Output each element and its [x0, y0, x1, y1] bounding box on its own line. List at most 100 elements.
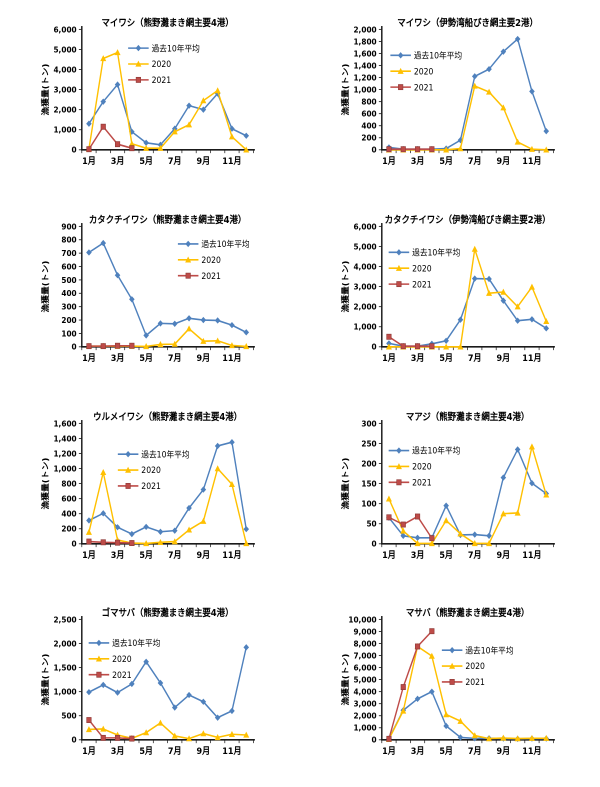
diamond-marker: [471, 275, 478, 282]
square-marker: [100, 538, 106, 545]
series-line: [388, 38, 547, 150]
diamond-marker: [214, 317, 221, 324]
chart-canvas-5: 0 50 100 150 200 250 300 漁獲量(トン) 1月 3月 5月 7月 9月 11月 マア…: [341, 410, 555, 561]
chart-canvas-7: 0 1,000 2,000 3,000 4,000 5,000 6,000 7,000 8,00…: [341, 607, 555, 758]
x-tick-label: 11月: [222, 746, 241, 758]
y-tick-label: 2,000: [353, 25, 377, 35]
triangle-marker: [243, 539, 250, 546]
y-tick-label: 5,000: [353, 675, 377, 685]
y-tick-label: 200: [61, 315, 77, 325]
triangle-marker: [457, 343, 464, 350]
series-2021: [386, 146, 435, 153]
diamond-marker: [86, 120, 92, 127]
square-marker: [129, 735, 135, 742]
triangle-marker: [214, 87, 221, 94]
x-tick-label: 9月: [197, 156, 211, 168]
series-2020: [385, 245, 550, 350]
triangle-marker: [528, 145, 535, 152]
triangle-marker: [171, 732, 178, 739]
triangle-marker: [186, 735, 193, 742]
diamond-marker: [100, 509, 107, 517]
y-tick-label: 0: [72, 145, 78, 155]
triangle-marker: [449, 662, 456, 669]
chart-canvas-0: 0 1,000 2,000 3,000 4,000 5,000 6,000 漁獲量(トン) 1月…: [41, 16, 255, 168]
legend-label: 過去10年平均: [414, 50, 462, 61]
x-tick-label: 5月: [139, 352, 153, 364]
square-marker: [135, 76, 141, 83]
series-line: [388, 630, 433, 740]
series-過去10年平均: [386, 445, 550, 541]
square-marker: [114, 342, 121, 349]
legend-label: 2021: [112, 670, 132, 681]
x-tick-label: 1月: [82, 156, 96, 168]
legend: 過去10年平均 2020 2021: [128, 43, 200, 85]
diamond-marker: [114, 523, 121, 530]
y-tick-label: 0: [72, 342, 78, 352]
legend-label: 2020: [414, 66, 434, 77]
y-tick-label: 7,000: [353, 651, 377, 661]
y-axis: 0 500 1,000 1,500 2,000 2,500: [53, 615, 83, 745]
diamond-marker: [186, 504, 192, 511]
series-2020: [385, 442, 550, 546]
legend-label: 2021: [152, 75, 172, 86]
triangle-marker: [200, 337, 207, 344]
x-tick-label: 5月: [439, 746, 453, 758]
legend-label: 2020: [141, 464, 161, 475]
triangle-marker: [228, 480, 235, 487]
series-2020: [85, 464, 250, 546]
square-marker: [86, 146, 92, 153]
x-axis: 1月 3月 5月 7月 9月 11月: [81, 148, 255, 168]
legend-label: 2020: [201, 254, 221, 265]
triangle-marker: [428, 539, 435, 546]
y-tick-label: 1,000: [53, 464, 77, 474]
series-line: [88, 440, 247, 535]
triangle-marker: [157, 538, 164, 545]
square-marker: [429, 343, 435, 349]
series-line: [388, 445, 547, 544]
y-axis: 0 100 200 300 400 500 600 700 800 900: [61, 222, 83, 352]
y-tick-label: 3,000: [353, 282, 377, 292]
diamond-marker: [171, 320, 178, 327]
triangle-marker: [100, 55, 107, 62]
triangle-marker: [500, 104, 507, 111]
diamond-marker: [129, 530, 135, 537]
legend: 過去10年平均 2020 2021: [388, 445, 460, 487]
triangle-marker: [128, 140, 135, 147]
series-2020: [385, 643, 550, 743]
diamond-marker: [96, 640, 102, 647]
y-tick-label: 600: [361, 109, 377, 119]
chart-maiwashi-isewan: 0 200 400 600 800 1,000 1,200 1,400 1,600 1,800 2,…: [340, 16, 560, 181]
triangle-marker: [395, 264, 402, 271]
series-2021: [86, 342, 135, 349]
x-tick-label: 1月: [82, 549, 96, 561]
triangle-marker: [243, 731, 250, 738]
y-tick-label: 50: [366, 519, 377, 529]
x-tick-label: 11月: [522, 352, 541, 364]
y-tick-label: 400: [61, 289, 77, 299]
diamond-marker: [200, 698, 207, 706]
x-tick-label: 3月: [411, 352, 425, 364]
square-marker: [400, 146, 406, 153]
diamond-marker: [135, 44, 142, 52]
square-marker: [386, 333, 392, 340]
triangle-marker: [400, 527, 407, 534]
triangle-marker: [186, 526, 193, 533]
legend-label: 2021: [201, 270, 221, 281]
y-tick-label: 2,000: [353, 711, 377, 721]
legend-label: 過去10年平均: [112, 638, 160, 649]
y-tick-label: 2,000: [53, 105, 77, 115]
chart-maiwashi-kumano: 0 1,000 2,000 3,000 4,000 5,000 6,000 漁獲量(トン) 1月…: [40, 16, 260, 181]
legend-label: 2020: [412, 263, 432, 274]
square-marker: [429, 146, 435, 153]
triangle-marker: [414, 539, 421, 546]
y-tick-label: 0: [372, 342, 378, 352]
x-tick-label: 3月: [411, 156, 425, 168]
legend: 過去10年平均 2020 2021: [117, 448, 190, 491]
x-tick-label: 5月: [439, 156, 453, 168]
triangle-marker: [471, 732, 478, 739]
diamond-marker: [86, 689, 92, 696]
triangle-marker: [214, 337, 221, 344]
y-axis-title: 漁獲量(トン): [41, 63, 50, 115]
chart-title: マアジ（熊野灘まき網主要4港）: [406, 410, 529, 423]
triangle-marker: [114, 49, 121, 56]
